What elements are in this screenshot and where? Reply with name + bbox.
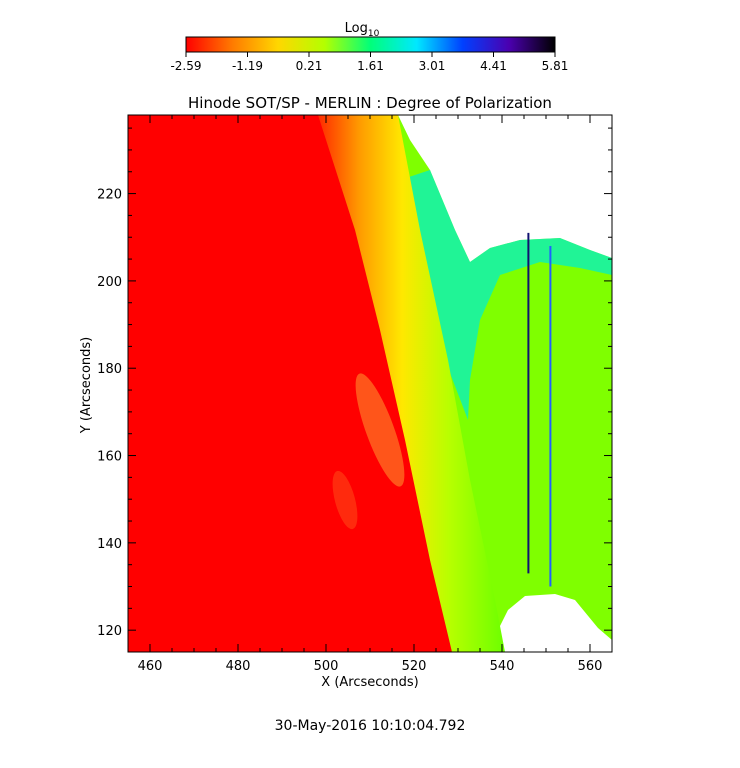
heatmap-image xyxy=(128,115,612,652)
limb-band xyxy=(318,115,505,652)
colorbar-tick-label: -1.19 xyxy=(232,59,263,73)
colorbar-tick-label: -2.59 xyxy=(170,59,201,73)
colorbar-tick-label: 5.81 xyxy=(542,59,569,73)
colorbar-tick-label: 1.61 xyxy=(357,59,384,73)
x-tick-label: 540 xyxy=(490,659,515,674)
y-tick-label: 200 xyxy=(97,275,122,290)
bright-patch-2 xyxy=(332,470,358,530)
x-tick-label: 520 xyxy=(402,659,427,674)
y-axis-label: Y (Arcseconds) xyxy=(79,337,94,434)
y-tick-label: 220 xyxy=(97,188,122,203)
x-axis-label: X (Arcseconds) xyxy=(321,675,418,690)
colorbar xyxy=(185,36,556,53)
colorbar-ticks: -2.59 -1.19 0.21 1.61 3.01 4.41 5.81 xyxy=(170,52,568,73)
colorbar-tick-label: 4.41 xyxy=(480,59,507,73)
colorbar-tick-label: 3.01 xyxy=(419,59,446,73)
bright-patch xyxy=(355,373,405,487)
blank-region-bottom xyxy=(498,594,612,652)
x-tick-label: 560 xyxy=(578,659,603,674)
y-tick-label: 160 xyxy=(97,450,122,465)
colorbar-tick-label: 0.21 xyxy=(296,59,323,73)
cyan-fringe xyxy=(400,170,612,420)
y-tick-label: 180 xyxy=(97,362,122,377)
y-tick-label: 140 xyxy=(97,537,122,552)
vertical-lines xyxy=(527,232,552,587)
blank-region-top xyxy=(398,115,612,262)
y-tick-label: 120 xyxy=(97,624,122,639)
y-axis: 120 140 160 180 200 220 xyxy=(97,127,612,653)
colorbar-label: Log10 xyxy=(345,21,380,39)
x-tick-label: 460 xyxy=(138,659,163,674)
x-tick-label: 480 xyxy=(226,659,251,674)
x-axis: 460 480 500 520 540 560 xyxy=(127,115,613,674)
timestamp: 30-May-2016 10:10:04.792 xyxy=(275,718,466,734)
x-tick-label: 500 xyxy=(314,659,339,674)
chart-title: Hinode SOT/SP - MERLIN : Degree of Polar… xyxy=(188,94,552,112)
